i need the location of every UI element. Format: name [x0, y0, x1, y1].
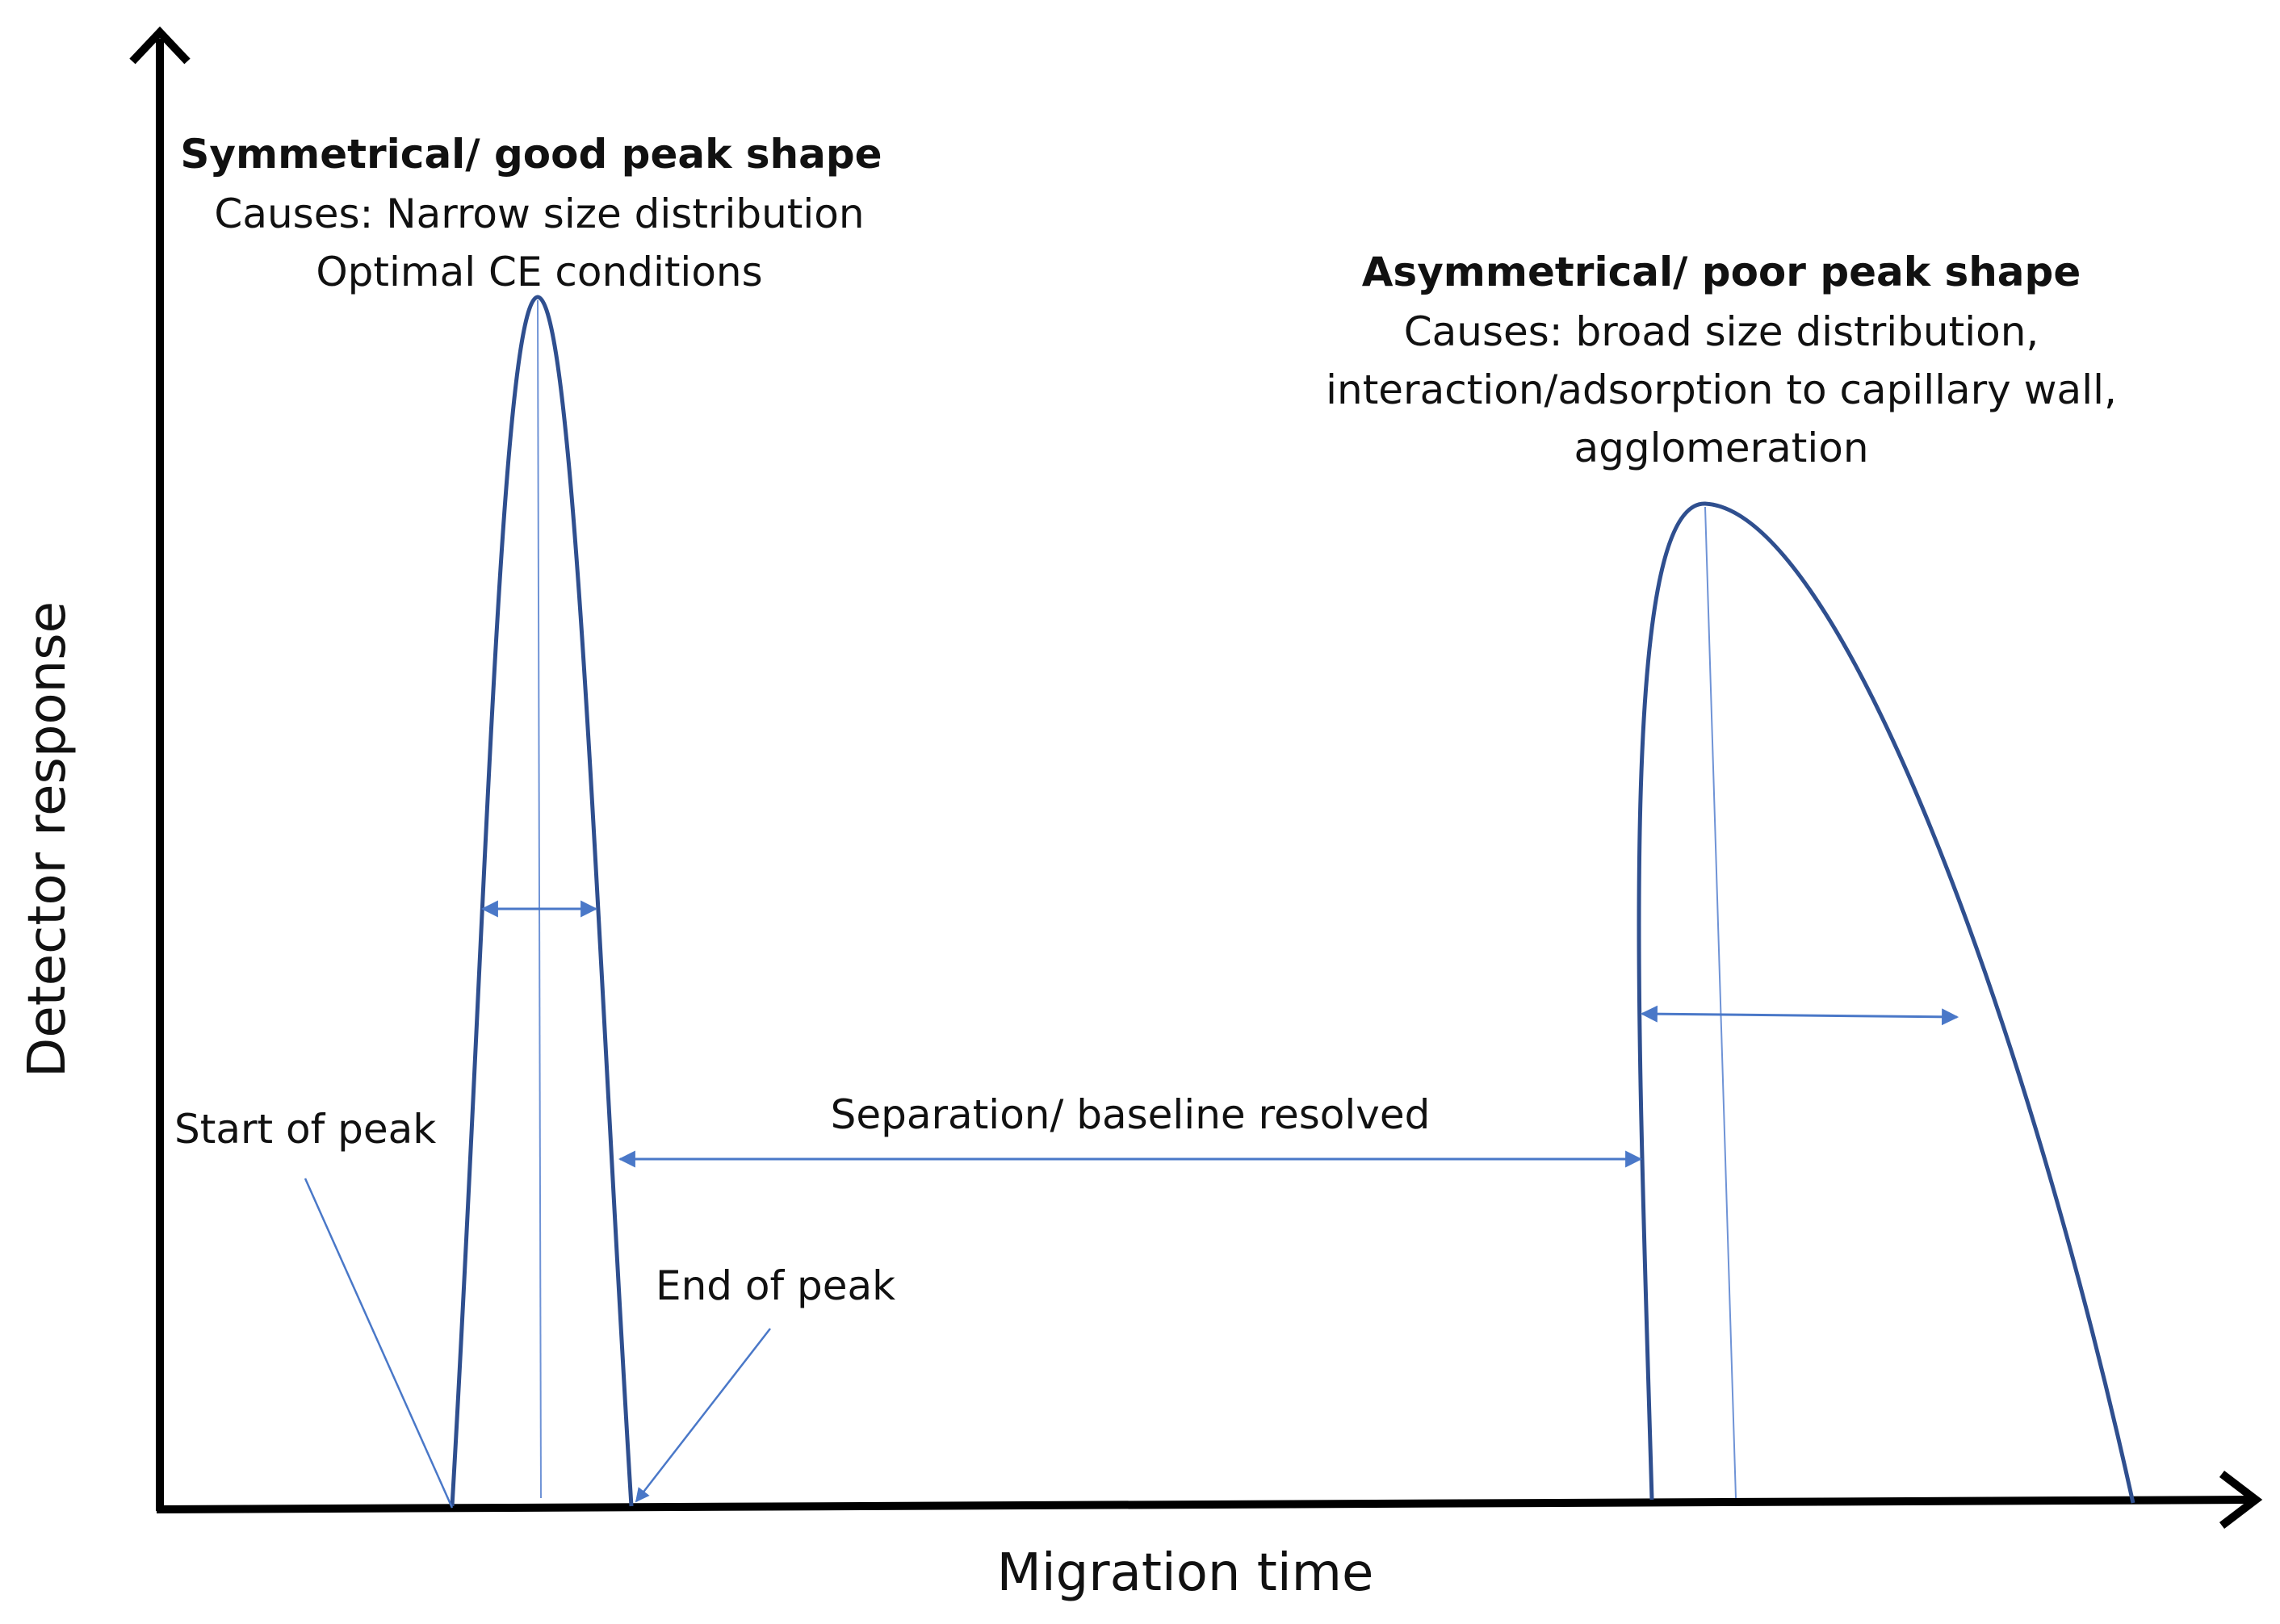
start-of-peak-pointer [304, 1178, 454, 1509]
asymmetrical-peak-title: Asymmetrical/ poor peak shape [1362, 249, 2081, 295]
asymmetrical-peak-causes-line3: agglomeration [1574, 425, 1868, 471]
asymmetrical-peak-apex-line [1704, 506, 1737, 1499]
symmetrical-peak-causes-line1: Causes: Narrow size distribution [214, 190, 864, 237]
x-axis-arrowhead [2219, 1471, 2263, 1529]
asymmetrical-peak-width-arrow [1640, 1005, 1959, 1026]
start-of-peak-label: Start of peak [174, 1106, 436, 1153]
symmetrical-peak-apex-line [537, 299, 542, 1499]
symmetrical-peak-title: Symmetrical/ good peak shape [180, 131, 882, 178]
asymmetrical-peak-causes-line2: interaction/adsorption to capillary wall… [1326, 366, 2117, 413]
asymmetrical-peak-causes-line1: Causes: broad size distribution, [1404, 308, 2039, 355]
x-axis-title: Migration time [997, 1543, 1374, 1603]
y-axis-title: Detector response [18, 601, 78, 1078]
y-axis-arrowhead [129, 26, 191, 65]
symmetrical-peak-curve [450, 295, 634, 1507]
x-axis [156, 1496, 2253, 1513]
axes [129, 26, 2263, 1529]
asymmetrical-peak [1637, 501, 2135, 1504]
end-of-peak-pointer [635, 1328, 771, 1503]
asymmetrical-peak-curve [1637, 501, 2135, 1504]
symmetrical-peak [450, 295, 634, 1507]
symmetrical-peak-causes-line2: Optimal CE conditions [316, 249, 762, 295]
end-of-peak-label: End of peak [656, 1262, 895, 1309]
separation-label: Separation/ baseline resolved [831, 1091, 1431, 1138]
